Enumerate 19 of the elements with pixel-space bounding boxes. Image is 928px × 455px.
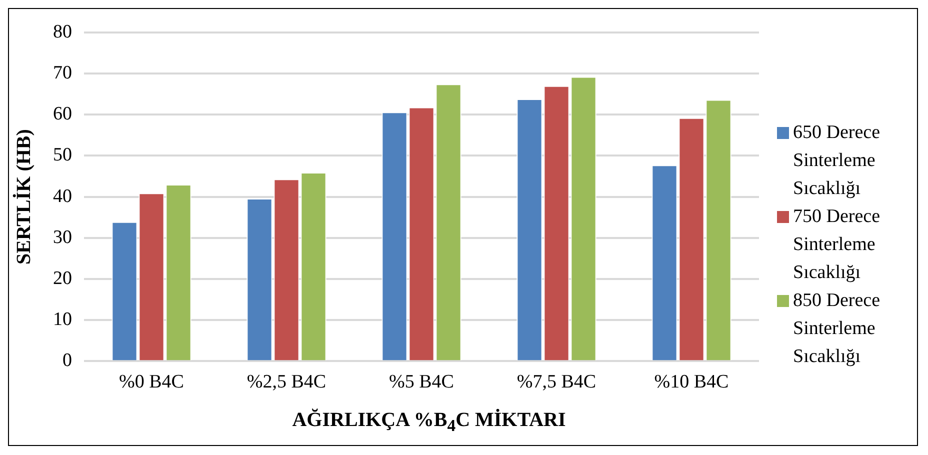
x-tick-label: %5 B4C: [389, 372, 454, 393]
y-tick-label: 70: [53, 62, 72, 84]
x-tick-label: %7,5 B4C: [516, 372, 596, 393]
y-tick-label: 10: [53, 309, 72, 330]
legend-label: 650 Derece Sinterleme Sıcaklığı: [793, 121, 882, 201]
y-tick-label: 50: [53, 144, 72, 166]
y-tick-label: 60: [53, 104, 72, 125]
y-tick-label: 40: [53, 186, 72, 207]
x-tick-label: %10 B4C: [654, 372, 729, 393]
legend-label: 850 Derece Sinterleme Sıcaklığı: [793, 289, 882, 369]
y-tick-label: 30: [53, 226, 72, 248]
y-tick-label: 0: [62, 350, 72, 372]
x-axis-title: AĞIRLIKÇA %B$_{4}$C MİKTARI: [291, 409, 567, 436]
legend-label: 750 Derece Sinterleme Sıcaklığı: [793, 205, 882, 285]
y-tick-label: 20: [53, 268, 72, 289]
y-axis-title: SERTLİK (HB): [12, 129, 36, 265]
y-tick-label: 80: [53, 21, 72, 42]
x-tick-label: %2,5 B4C: [246, 372, 326, 393]
x-tick-label: %0 B4C: [119, 372, 184, 393]
